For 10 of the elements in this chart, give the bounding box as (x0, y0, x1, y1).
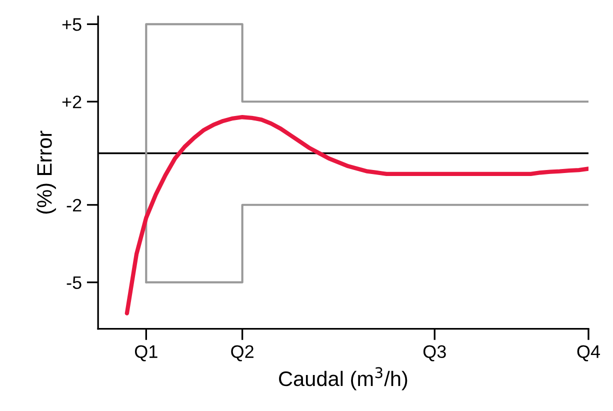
y-tick-label: +2 (62, 96, 82, 108)
x-axis-title: Caudal (m$^{3}$/h) (279, 367, 408, 390)
y-tick-label: +5 (62, 18, 82, 31)
y-tick-label: -5 (66, 276, 82, 290)
x-tick-label: Q3 (423, 345, 446, 362)
x-tick-label: Q4 (577, 345, 600, 362)
y-tick-label: -2 (66, 198, 82, 212)
x-tick-label: Q2 (231, 345, 254, 362)
y-axis-title: (%) Error (36, 130, 56, 214)
x-tick-label: Q1 (134, 345, 158, 362)
